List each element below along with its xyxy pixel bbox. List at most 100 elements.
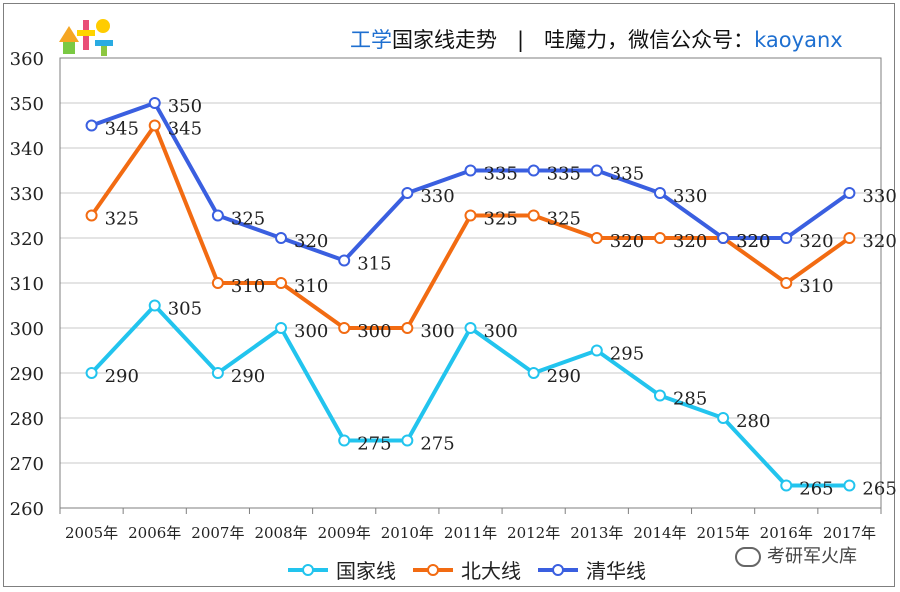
data-label-national: 300 [484,321,518,342]
x-tick-label: 2013年 [570,524,623,542]
legend-marker-tsinghua [552,564,564,576]
data-point-tsinghua [653,187,666,199]
chart-title: 工学国家线走势 | 哇魔力，微信公众号：kaoyanx [350,24,843,54]
y-tick-label: 340 [10,139,44,160]
data-label-national: 265 [862,479,896,500]
source-handle: kaoyanx [754,28,843,52]
data-label-national: 275 [420,434,454,455]
y-tick-label: 290 [10,364,44,385]
y-tick-label: 310 [10,274,44,295]
data-label-national: 290 [105,366,139,387]
data-label-tsinghua: 320 [294,231,328,252]
data-label-tsinghua: 335 [547,164,581,185]
data-point-pku [464,209,477,222]
y-tick-label: 270 [10,454,44,475]
y-tick-label: 260 [10,499,44,520]
legend-marker-national [302,564,314,576]
data-label-national: 300 [294,321,328,342]
title-accent: 工学 [350,28,392,52]
data-label-pku: 320 [736,231,770,252]
data-point-national [590,344,603,357]
plot-area [59,57,882,509]
data-point-tsinghua [590,164,603,177]
data-label-national: 305 [168,299,202,320]
series-line-pku [89,123,852,330]
data-point-pku [653,232,666,244]
data-label-tsinghua: 335 [610,164,644,185]
data-label-national: 295 [610,344,644,365]
data-point-national [843,479,856,492]
data-point-tsinghua [211,209,224,222]
data-label-tsinghua: 345 [105,119,139,140]
x-tick-label: 2006年 [128,524,181,542]
data-label-pku: 320 [673,231,707,252]
y-tick-label: 360 [10,49,44,70]
data-point-national [338,434,351,447]
data-label-tsinghua: 315 [357,254,391,275]
data-label-tsinghua: 335 [484,164,518,185]
data-point-pku [590,232,603,244]
watermark: 考研军火库 [735,542,857,568]
data-point-pku [843,232,856,244]
logo-icon [59,19,113,56]
data-point-national [464,322,477,334]
x-tick-label: 2015年 [697,524,750,542]
x-tick-label: 2008年 [254,524,307,542]
x-tick-label: 2010年 [381,524,434,542]
data-label-tsinghua: 325 [231,209,265,230]
data-label-tsinghua: 330 [862,186,896,207]
x-tick-label: 2014年 [633,524,686,542]
data-point-national [717,412,730,424]
data-point-tsinghua [464,164,477,177]
data-point-national [401,434,414,447]
data-label-tsinghua: 330 [673,186,707,207]
data-point-tsinghua [717,232,730,244]
x-tick-label: 2005年 [65,524,118,542]
data-label-national: 290 [547,366,581,387]
data-label-pku: 345 [168,119,202,140]
data-label-pku: 310 [799,276,833,297]
y-tick-label: 280 [10,409,44,430]
data-point-national [211,367,224,379]
legend: 国家线 北大线 清华线 [288,559,646,583]
y-tick-label: 330 [10,184,44,205]
data-label-national: 265 [799,479,833,500]
data-point-pku [338,322,351,334]
data-point-tsinghua [401,187,414,199]
data-point-pku [148,119,161,132]
data-label-tsinghua: 320 [736,231,770,252]
data-label-tsinghua: 330 [420,186,454,207]
data-label-national: 275 [357,434,391,455]
data-label-national: 285 [673,389,707,410]
watermark-text: 考研军火库 [767,546,857,567]
data-point-tsinghua [148,97,161,109]
data-point-national [148,299,161,312]
data-label-pku: 310 [294,276,328,297]
x-tick-label: 2017年 [823,524,876,542]
data-point-tsinghua [338,254,351,267]
data-point-tsinghua [780,232,793,244]
data-point-pku [85,209,98,222]
data-label-pku: 325 [105,209,139,230]
data-point-tsinghua [527,164,540,177]
data-point-national [85,367,98,379]
x-tick-label: 2007年 [191,524,244,542]
data-label-tsinghua: 320 [799,231,833,252]
title-separator: | [517,28,525,52]
data-labels: 290 305 290 300 275 275 300 290 295 285 280 265 265 3… [105,96,897,500]
data-point-national [527,367,540,379]
data-label-pku: 320 [862,231,896,252]
data-point-national [653,389,666,402]
y-tick-label: 300 [10,319,44,340]
x-tick-label: 2009年 [318,524,371,542]
data-label-national: 290 [231,366,265,387]
legend-label-national: 国家线 [336,559,396,583]
data-point-pku [275,277,288,289]
wechat-icon [735,547,761,567]
data-label-tsinghua: 350 [168,96,202,117]
data-label-pku: 325 [484,209,518,230]
data-label-pku: 320 [610,231,644,252]
legend-marker-pku [427,564,439,576]
data-label-pku: 300 [357,321,391,342]
y-tick-label: 350 [10,94,44,115]
